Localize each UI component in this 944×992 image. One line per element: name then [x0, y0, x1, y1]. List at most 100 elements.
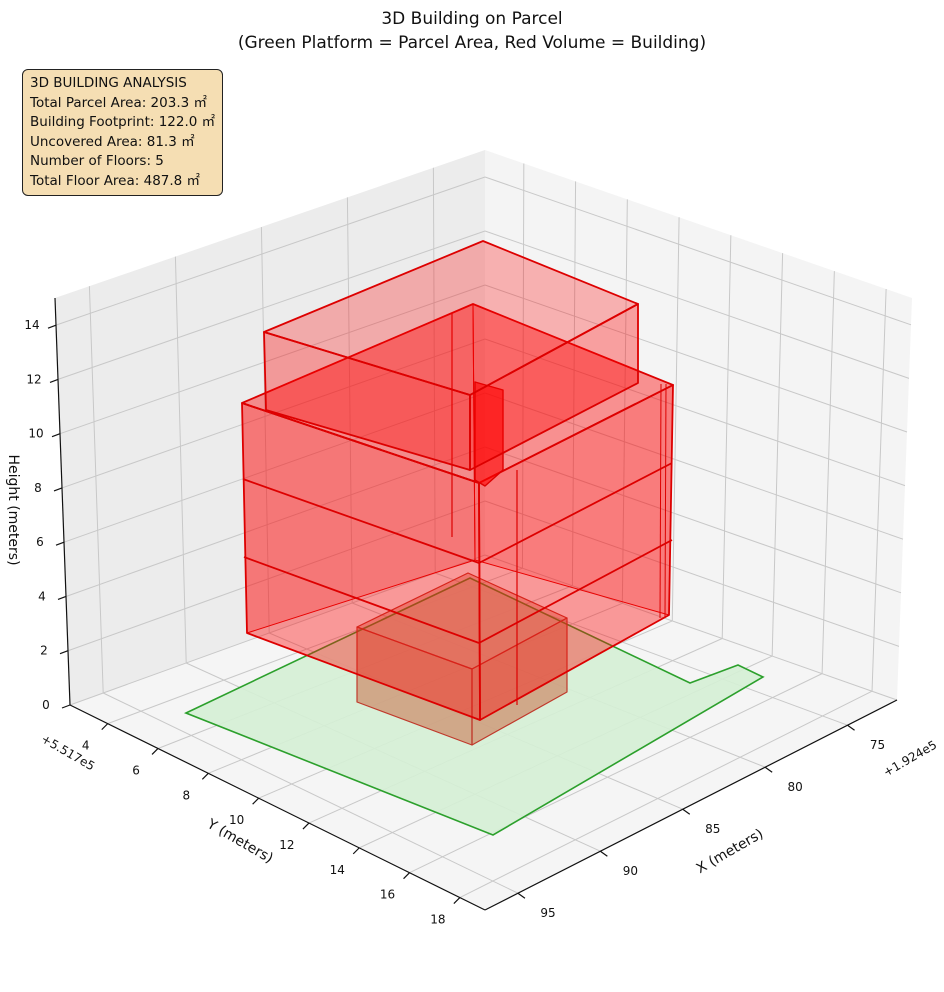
grid-line [484, 392, 904, 540]
grid-line [484, 500, 900, 647]
floor-line [478, 462, 673, 564]
z-tick [53, 487, 63, 492]
floor-line [243, 556, 480, 644]
building-top-right [469, 303, 639, 471]
grid-line [459, 690, 873, 899]
grid-line [621, 199, 628, 604]
x-tick [517, 892, 526, 899]
z-tick [57, 595, 67, 601]
z-tick-label: 4 [38, 589, 46, 603]
building-ground-right [471, 617, 568, 746]
grid-line [484, 230, 910, 379]
x-tick-label: 90 [623, 864, 638, 878]
y-axis-line [69, 704, 486, 911]
grid-line [671, 217, 680, 621]
y-tick-label: 8 [183, 788, 191, 802]
grid-line [69, 554, 486, 706]
x-tick [847, 724, 855, 731]
grid-line [57, 230, 486, 380]
grid-line [484, 284, 908, 433]
y-tick-label: 16 [380, 888, 395, 902]
y-tick [101, 723, 109, 731]
x-axis-line [484, 699, 898, 911]
info-box: 3D BUILDING ANALYSIS Total Parcel Area: … [22, 69, 224, 196]
y-tick [453, 897, 461, 905]
x-tick-label: 75 [870, 738, 885, 752]
grid-line [59, 284, 486, 435]
y-tick-label: 10 [229, 813, 244, 827]
grid-line [484, 338, 906, 487]
grid-line [484, 554, 898, 701]
y-tick-label: 18 [430, 913, 445, 927]
z-tick-label: 0 [42, 698, 50, 712]
floor-line [241, 402, 480, 484]
grid-line [409, 673, 823, 874]
z-tick [51, 433, 61, 438]
z-tick-label: 10 [28, 427, 43, 441]
grid-line [484, 446, 902, 594]
grid-line [821, 271, 835, 674]
y-tick [403, 872, 410, 880]
z-tick [59, 650, 69, 655]
building-middle-right [478, 384, 674, 721]
parcel-platform [183, 577, 765, 836]
y-tick-label: 12 [279, 838, 294, 852]
side-edge [664, 383, 667, 618]
grid-line [571, 181, 577, 586]
x-tick-label: 95 [540, 906, 555, 920]
y-tick-label: 14 [330, 863, 345, 877]
grid-line [484, 176, 912, 326]
grid-line [721, 235, 732, 639]
z-tick-label: 8 [34, 481, 42, 495]
x-tick-label: 85 [705, 822, 720, 836]
info-line: Total Floor Area: 487.8 ㎡ [30, 172, 201, 189]
info-line: Uncovered Area: 81.3 ㎡ [30, 133, 195, 150]
building-column [474, 381, 504, 487]
info-line: Building Footprint: 122.0 ㎡ [30, 114, 216, 130]
axes [47, 297, 898, 911]
y-tick-label: 4 [82, 739, 90, 753]
grid-line [346, 197, 353, 604]
grid-line [102, 692, 519, 894]
z-tick [61, 704, 71, 709]
info-heading: 3D BUILDING ANALYSIS [30, 75, 187, 91]
grid-line [771, 253, 784, 657]
grid-line [65, 446, 486, 597]
x-tick [764, 766, 773, 773]
y-tick [201, 772, 209, 780]
z-axis-line [54, 297, 71, 706]
y-tick-label: 6 [132, 763, 140, 777]
x-tick [682, 808, 691, 815]
y-tick [302, 822, 310, 830]
grid-line [432, 167, 436, 574]
x-tick-label: 80 [788, 780, 803, 794]
tick-labels: 4 6 8 10 12 14 16 18 75 80 85 90 95 0 2 4 6 8 10 12 14 [24, 318, 885, 926]
grid-line [871, 289, 887, 692]
z-tick [49, 378, 59, 383]
grid-line [174, 256, 187, 664]
floor-line [242, 478, 480, 564]
grid-line [88, 286, 104, 694]
y-tick [151, 748, 159, 755]
side-edge [659, 383, 662, 619]
grid-line [67, 500, 486, 652]
z-tick-label: 14 [24, 318, 39, 332]
z-tick-label: 6 [36, 535, 44, 549]
y-tick [352, 847, 360, 855]
z-axis-label: Height (meters) [5, 454, 21, 565]
info-line: Total Parcel Area: 203.3 ㎡ [30, 94, 207, 111]
z-tick-label: 2 [40, 644, 48, 658]
z-tick [55, 541, 65, 546]
chart-subtitle: (Green Platform = Parcel Area, Red Volum… [237, 33, 707, 53]
info-line: Number of Floors: 5 [30, 153, 164, 169]
grid-line [55, 176, 486, 326]
z-tick-label: 12 [26, 372, 41, 386]
x-offset-label: +1.924e5 [881, 738, 939, 780]
floor-line [478, 539, 673, 644]
grid-line [63, 392, 486, 543]
x-tick [600, 850, 608, 857]
z-tick [47, 324, 57, 329]
chart-title: 3D Building on Parcel [381, 9, 563, 29]
building-volume [241, 240, 674, 746]
